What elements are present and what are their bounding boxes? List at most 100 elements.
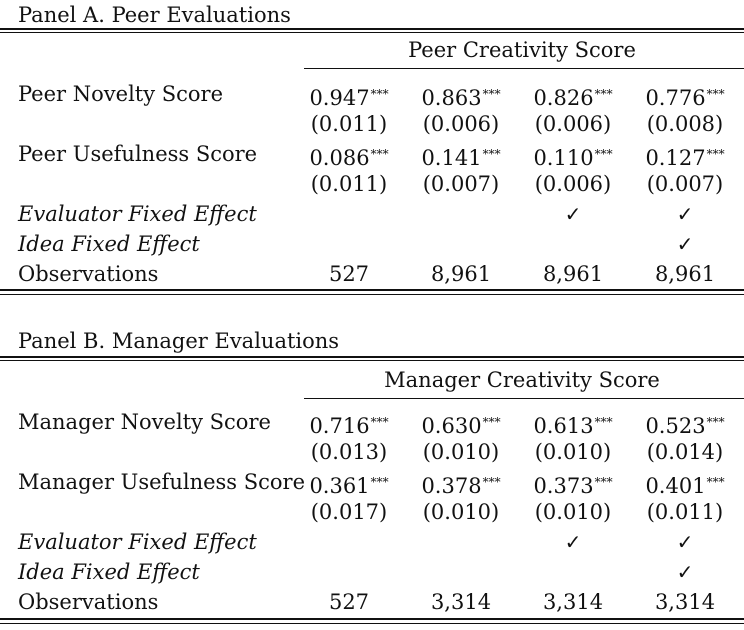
standard-error-cell: (0.007): [646, 172, 724, 196]
significance-stars: ***: [706, 415, 725, 429]
standard-error-cell: (0.011): [646, 500, 724, 524]
coefficient-value: 0.716: [309, 414, 370, 438]
coefficient-value: 0.776: [645, 86, 706, 110]
bottom-rule-double: [0, 623, 744, 624]
coefficient-value: 0.361: [309, 474, 370, 498]
coefficient-value: 0.110: [533, 146, 594, 170]
significance-stars: ***: [482, 87, 501, 101]
row-label: Peer Novelty Score: [18, 82, 224, 106]
coefficient-cell: 0.716***: [294, 408, 404, 440]
significance-stars: ***: [706, 87, 725, 101]
fixed-effect-label: Evaluator Fixed Effect: [18, 530, 257, 554]
bottom-rule-double: [0, 294, 744, 295]
standard-error-cell: (0.007): [422, 172, 500, 196]
coefficient-cell: 0.523***: [630, 408, 740, 440]
top-rule: [0, 28, 744, 30]
coefficient-value: 0.947: [309, 86, 370, 110]
significance-stars: ***: [594, 87, 613, 101]
significance-stars: ***: [370, 475, 389, 489]
observations-label: Observations: [18, 590, 159, 614]
observations-label: Observations: [18, 262, 159, 286]
coefficient-cell: 0.378***: [406, 468, 516, 500]
observations-cell: 8,961: [654, 262, 716, 286]
column-header: Peer Creativity Score: [408, 38, 636, 62]
observations-cell: 8,961: [430, 262, 492, 286]
standard-error-cell: (0.006): [422, 112, 500, 136]
standard-error-cell: (0.008): [646, 112, 724, 136]
significance-stars: ***: [594, 415, 613, 429]
significance-stars: ***: [370, 147, 389, 161]
observations-cell: 8,961: [542, 262, 604, 286]
observations-cell: 3,314: [430, 590, 492, 614]
coefficient-cell: 0.086***: [294, 140, 404, 172]
coefficient-value: 0.613: [533, 414, 594, 438]
column-header: Manager Creativity Score: [384, 368, 660, 392]
standard-error-cell: (0.006): [534, 112, 612, 136]
observations-cell: 3,314: [654, 590, 716, 614]
observations-cell: 527: [328, 590, 370, 614]
significance-stars: ***: [482, 147, 501, 161]
coefficient-cell: 0.613***: [518, 408, 628, 440]
bottom-rule: [0, 289, 744, 291]
standard-error-cell: (0.010): [422, 440, 500, 464]
standard-error-cell: (0.010): [422, 500, 500, 524]
coefficient-value: 0.826: [533, 86, 594, 110]
row-label: Manager Novelty Score: [18, 410, 271, 434]
fixed-effect-label: Idea Fixed Effect: [18, 560, 200, 584]
standard-error-cell: (0.011): [310, 172, 388, 196]
coefficient-cell: 0.373***: [518, 468, 628, 500]
coefficient-cell: 0.776***: [630, 80, 740, 112]
observations-cell: 3,314: [542, 590, 604, 614]
top-rule-double: [0, 360, 744, 361]
standard-error-cell: (0.013): [310, 440, 388, 464]
coefficient-cell: 0.110***: [518, 140, 628, 172]
standard-error-cell: (0.017): [310, 500, 388, 524]
standard-error-cell: (0.011): [310, 112, 388, 136]
checkmark-icon: ✓: [676, 530, 694, 554]
coefficient-cell: 0.361***: [294, 468, 404, 500]
standard-error-cell: (0.010): [534, 440, 612, 464]
significance-stars: ***: [706, 147, 725, 161]
coefficient-value: 0.373: [533, 474, 594, 498]
top-rule-double: [0, 32, 744, 33]
row-label: Peer Usefulness Score: [18, 142, 258, 166]
coefficient-value: 0.863: [421, 86, 482, 110]
coefficient-value: 0.630: [421, 414, 482, 438]
checkmark-icon: ✓: [564, 202, 582, 226]
header-rule: [304, 398, 744, 399]
checkmark-icon: ✓: [676, 202, 694, 226]
coefficient-value: 0.127: [645, 146, 706, 170]
checkmark-icon: ✓: [676, 560, 694, 584]
fixed-effect-label: Evaluator Fixed Effect: [18, 202, 257, 226]
standard-error-cell: (0.006): [534, 172, 612, 196]
panel-title: Panel B. Manager Evaluations: [18, 329, 340, 353]
significance-stars: ***: [594, 147, 613, 161]
coefficient-value: 0.401: [645, 474, 706, 498]
significance-stars: ***: [370, 87, 389, 101]
significance-stars: ***: [370, 415, 389, 429]
bottom-rule: [0, 618, 744, 620]
checkmark-icon: ✓: [676, 232, 694, 256]
significance-stars: ***: [594, 475, 613, 489]
coefficient-cell: 0.141***: [406, 140, 516, 172]
significance-stars: ***: [482, 415, 501, 429]
row-label: Manager Usefulness Score: [18, 470, 306, 494]
checkmark-icon: ✓: [564, 530, 582, 554]
standard-error-cell: (0.010): [534, 500, 612, 524]
coefficient-value: 0.523: [645, 414, 706, 438]
coefficient-cell: 0.863***: [406, 80, 516, 112]
coefficient-cell: 0.127***: [630, 140, 740, 172]
coefficient-value: 0.141: [421, 146, 482, 170]
coefficient-value: 0.086: [309, 146, 370, 170]
panel-title: Panel A. Peer Evaluations: [18, 3, 291, 27]
coefficient-value: 0.378: [421, 474, 482, 498]
significance-stars: ***: [706, 475, 725, 489]
standard-error-cell: (0.014): [646, 440, 724, 464]
observations-cell: 527: [328, 262, 370, 286]
coefficient-cell: 0.630***: [406, 408, 516, 440]
fixed-effect-label: Idea Fixed Effect: [18, 232, 200, 256]
top-rule: [0, 356, 744, 358]
header-rule: [304, 68, 744, 69]
significance-stars: ***: [482, 475, 501, 489]
coefficient-cell: 0.947***: [294, 80, 404, 112]
